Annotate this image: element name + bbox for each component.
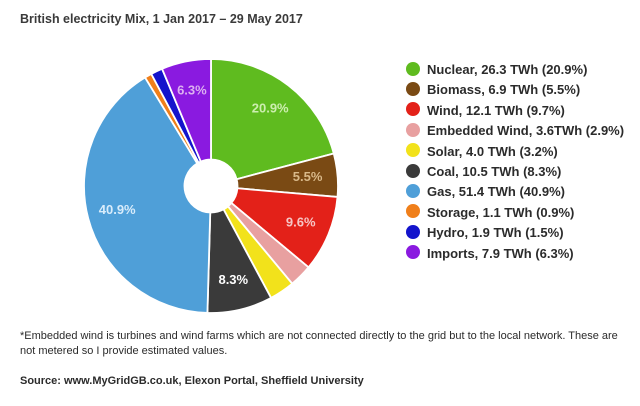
svg-text:8.3%: 8.3% [218,272,248,287]
svg-text:9.6%: 9.6% [286,214,316,229]
svg-text:20.9%: 20.9% [252,101,289,116]
svg-text:5.5%: 5.5% [293,169,323,184]
svg-text:40.9%: 40.9% [99,202,136,217]
svg-text:6.3%: 6.3% [177,82,207,97]
